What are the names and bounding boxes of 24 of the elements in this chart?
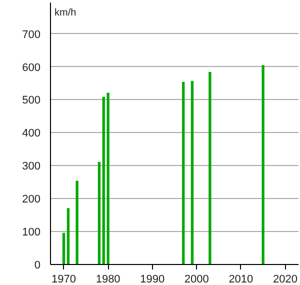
- x-tick-label: 1980: [96, 274, 120, 285]
- bar: [66, 208, 70, 264]
- bar: [62, 232, 66, 264]
- bar: [98, 162, 101, 264]
- y-tick-label: 500: [22, 94, 41, 107]
- x-tick-label: 1990: [140, 274, 165, 285]
- y-tick-label: 100: [22, 226, 41, 239]
- y-tick-label: 600: [22, 62, 41, 74]
- x-tick-label: 2010: [228, 274, 254, 285]
- bar: [182, 82, 185, 264]
- y-tick-label: 300: [22, 160, 41, 173]
- x-tick-label: 2000: [184, 274, 209, 285]
- bar: [106, 92, 110, 264]
- y-axis-title: km/h: [54, 8, 76, 18]
- y-tick-label: 0: [34, 260, 41, 272]
- y-tick-label: 400: [22, 128, 41, 140]
- bar: [76, 180, 78, 264]
- x-tick-label: 2020: [272, 274, 298, 285]
- x-tick-label: 1970: [52, 274, 76, 285]
- y-tick-label: 700: [22, 28, 41, 41]
- y-tick-label: 200: [22, 194, 41, 206]
- bar: [208, 72, 212, 264]
- bar: [190, 80, 194, 264]
- bar: [262, 65, 264, 264]
